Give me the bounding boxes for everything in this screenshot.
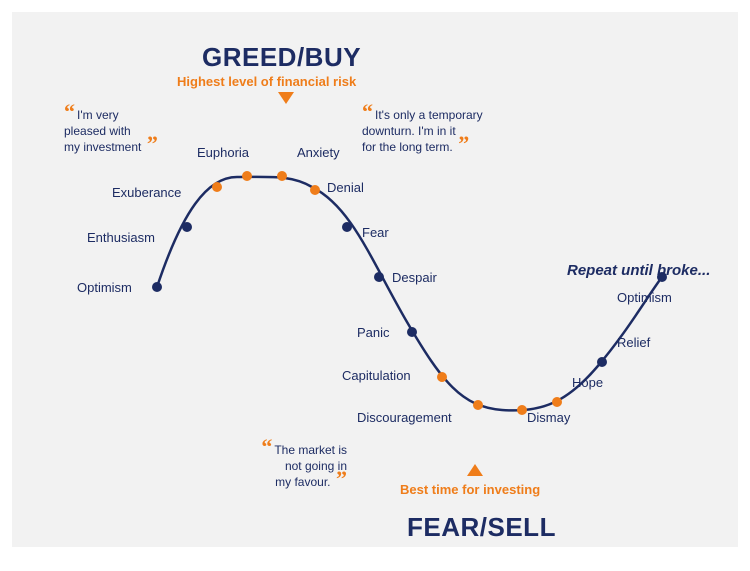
curve-dot [310, 185, 320, 195]
point-label: Fear [362, 225, 389, 240]
curve-dot [152, 282, 162, 292]
point-label: Panic [357, 325, 390, 340]
point-label: Anxiety [297, 145, 340, 160]
quote-line: downturn. I'm in it [362, 124, 456, 138]
quote-close-icon: ” [453, 131, 470, 156]
quote-open-icon: “ [362, 99, 373, 124]
point-label: Enthusiasm [87, 230, 155, 245]
curve-dot [437, 372, 447, 382]
quote-block: “I'm verypleased withmy investment ” [64, 107, 194, 156]
point-label: Euphoria [197, 145, 249, 160]
point-label: Dismay [527, 410, 570, 425]
curve-dot [473, 400, 483, 410]
curve-dot [517, 405, 527, 415]
quote-line: pleased with [64, 124, 131, 138]
point-label: Despair [392, 270, 437, 285]
quote-line: for the long term. [362, 140, 453, 154]
point-label: Hope [572, 375, 603, 390]
quote-close-icon: ” [331, 466, 348, 491]
curve-dot [552, 397, 562, 407]
curve-dot [657, 272, 667, 282]
curve-dot [277, 171, 287, 181]
point-label: Capitulation [342, 368, 411, 383]
point-label: Optimism [617, 290, 672, 305]
quote-open-icon: “ [261, 434, 272, 459]
quote-open-icon: “ [64, 99, 75, 124]
quote-close-icon: ” [141, 131, 158, 156]
point-label: Denial [327, 180, 364, 195]
point-label: Optimism [77, 280, 132, 295]
quote-block: “The market isnot going inmy favour. ” [217, 442, 347, 491]
infographic-canvas: GREED/BUY Highest level of financial ris… [12, 12, 738, 547]
curve-dot [374, 272, 384, 282]
quote-line: The market is [274, 443, 347, 457]
quote-block: “It's only a temporarydownturn. I'm in i… [362, 107, 542, 156]
quote-line: I'm very [77, 108, 119, 122]
point-label: Discouragement [357, 410, 452, 425]
quote-line: my favour. [275, 475, 330, 489]
curve-dot [597, 357, 607, 367]
curve-dot [342, 222, 352, 232]
point-label: Exuberance [112, 185, 181, 200]
point-label: Relief [617, 335, 650, 350]
curve-dot [212, 182, 222, 192]
quote-line: It's only a temporary [375, 108, 483, 122]
curve-dot [407, 327, 417, 337]
curve-dot [242, 171, 252, 181]
quote-line: my investment [64, 140, 141, 154]
curve-dot [182, 222, 192, 232]
